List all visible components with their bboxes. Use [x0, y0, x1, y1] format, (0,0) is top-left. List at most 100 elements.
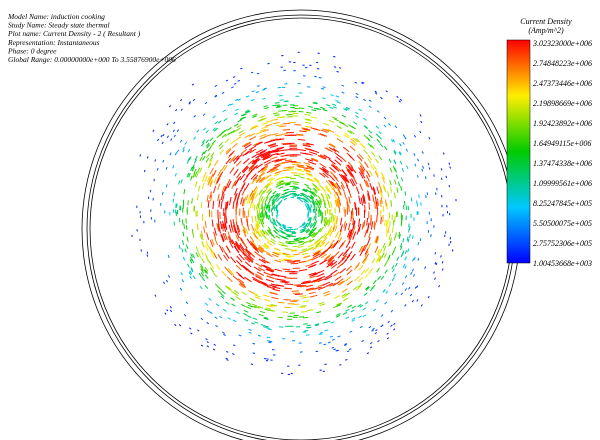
vector-arrow — [328, 158, 336, 165]
vector-arrow — [219, 144, 224, 150]
vector-arrow — [215, 324, 218, 328]
vector-arrow — [221, 290, 226, 295]
vector-arrow — [299, 192, 305, 196]
vector-arrow — [333, 251, 340, 257]
vector-arrow — [219, 149, 224, 155]
vector-arrow — [378, 155, 383, 161]
vector-arrow — [206, 194, 209, 202]
vector-arrow — [399, 143, 402, 147]
vector-arrow — [326, 104, 331, 107]
vector-arrow — [277, 201, 281, 206]
vector-arrow — [274, 196, 278, 201]
vector-arrow — [346, 251, 353, 259]
vector-arrow — [161, 141, 164, 145]
vector-arrow — [399, 98, 403, 101]
vector-arrow — [319, 155, 327, 160]
vector-arrow — [363, 195, 366, 204]
vector-arrow — [255, 176, 262, 182]
vector-arrow — [274, 159, 282, 163]
vector-arrow — [250, 162, 258, 168]
vector-arrow — [312, 102, 318, 105]
vector-arrow — [336, 125, 342, 129]
vector-arrow — [299, 306, 306, 309]
vector-arrow — [324, 246, 332, 253]
vector-arrow — [372, 187, 376, 196]
vector-arrow — [208, 297, 212, 301]
vector-arrow — [252, 352, 256, 354]
vector-arrow — [181, 248, 184, 253]
vector-arrow — [221, 246, 226, 254]
vector-arrow — [196, 194, 199, 201]
vector-arrow — [234, 242, 240, 251]
vector-arrow — [275, 235, 281, 239]
vector-arrow — [258, 258, 266, 264]
vector-arrow — [358, 218, 361, 227]
vector-arrow — [232, 76, 236, 78]
vector-arrow — [434, 277, 436, 280]
vector-arrow — [324, 240, 330, 247]
vector-arrow — [430, 234, 432, 237]
vector-arrow — [363, 149, 368, 155]
vector-arrow — [279, 226, 284, 231]
vector-arrow — [434, 261, 437, 265]
vector-arrow — [298, 243, 305, 246]
vector-arrow — [234, 187, 238, 196]
vector-arrow — [209, 178, 213, 185]
vector-arrow — [146, 251, 149, 254]
vector-arrow — [188, 102, 191, 105]
vector-arrow — [229, 167, 235, 174]
vector-arrow — [274, 102, 280, 104]
vector-arrow — [271, 273, 280, 277]
vector-arrow — [257, 200, 260, 207]
vector-arrow — [254, 294, 261, 298]
vector-arrow — [242, 150, 250, 157]
vector-arrow — [258, 207, 261, 214]
vector-arrow — [246, 218, 249, 227]
vector-arrow — [300, 230, 306, 234]
vector-arrow — [274, 268, 283, 272]
legend-label: 8.25247845e+005 — [533, 199, 592, 208]
vector-arrow — [281, 176, 289, 179]
vector-arrow — [319, 303, 326, 307]
vector-arrow — [279, 180, 285, 183]
vector-arrow — [416, 285, 419, 288]
vector-arrow — [267, 199, 271, 205]
vector-arrow — [338, 173, 345, 181]
vector-arrow — [293, 238, 299, 241]
vector-arrow — [268, 206, 270, 212]
vector-arrow — [235, 98, 239, 102]
vector-arrow — [285, 194, 290, 197]
vector-arrow — [272, 217, 275, 223]
vector-arrow — [247, 315, 252, 318]
vector-arrow — [254, 215, 257, 222]
vector-arrow — [293, 253, 301, 256]
vector-arrow — [270, 156, 278, 160]
vector-arrow — [302, 236, 308, 241]
vector-arrow — [240, 183, 246, 192]
vector-arrow — [248, 197, 252, 204]
vector-arrow — [293, 238, 299, 240]
vector-arrow — [327, 199, 330, 206]
vector-arrow — [265, 120, 273, 123]
vector-arrow — [335, 315, 341, 318]
vector-arrow — [371, 257, 376, 264]
vector-arrow — [324, 329, 328, 332]
vector-arrow — [296, 165, 304, 168]
vector-arrow — [293, 284, 302, 286]
vector-arrow — [271, 118, 278, 121]
vector-arrow — [252, 157, 260, 163]
vector-arrow — [374, 332, 378, 335]
vector-arrow — [237, 79, 241, 82]
vector-arrow — [251, 303, 258, 307]
vector-arrow — [179, 139, 183, 143]
vector-arrow — [269, 195, 273, 201]
vector-arrow — [313, 101, 318, 104]
vector-arrow — [181, 240, 185, 245]
vector-arrow — [201, 139, 206, 144]
vector-arrow — [263, 316, 269, 319]
vector-arrow — [346, 201, 349, 209]
vector-arrow — [419, 238, 422, 242]
vector-arrow — [282, 268, 291, 271]
vector-arrow — [298, 173, 305, 176]
vector-arrow — [212, 169, 217, 177]
